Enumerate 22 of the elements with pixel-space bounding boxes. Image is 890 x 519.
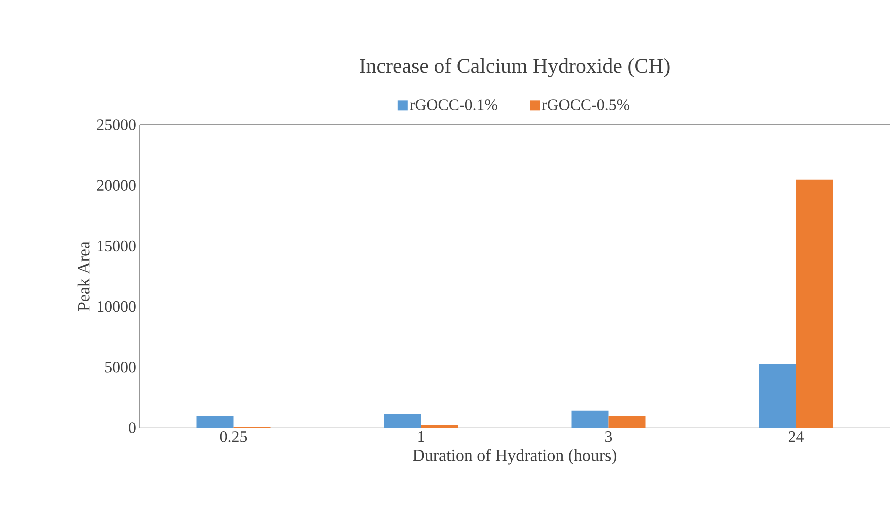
x-tick-label: 0.25 bbox=[220, 432, 248, 442]
bar bbox=[421, 425, 458, 428]
y-tick-label: 20000 bbox=[97, 180, 136, 191]
y-tick-label: 5000 bbox=[106, 362, 136, 373]
bar bbox=[608, 416, 646, 428]
bar bbox=[384, 414, 422, 428]
bar bbox=[196, 416, 234, 428]
bar bbox=[759, 364, 796, 428]
y-tick-label: 15000 bbox=[98, 240, 136, 252]
chart-title: Increase of Calcium Hydroxide (CH) bbox=[360, 58, 670, 78]
y-tick-label: 25000 bbox=[97, 120, 136, 130]
y-tick-label: 0 bbox=[129, 422, 136, 434]
bar bbox=[572, 410, 609, 428]
x-tick-label: 1 bbox=[418, 432, 424, 442]
bar bbox=[796, 180, 834, 428]
legend-label: rGOCC-0.1% bbox=[410, 100, 498, 110]
legend-label: rGOCC-0.5% bbox=[542, 100, 630, 110]
x-axis-title: Duration of Hydration (hours) bbox=[413, 449, 617, 465]
y-axis-title: Peak Area bbox=[78, 242, 90, 312]
x-tick-label: 24 bbox=[788, 432, 804, 442]
x-tick-label: 3 bbox=[606, 432, 612, 442]
y-tick-label: 10000 bbox=[98, 301, 136, 312]
